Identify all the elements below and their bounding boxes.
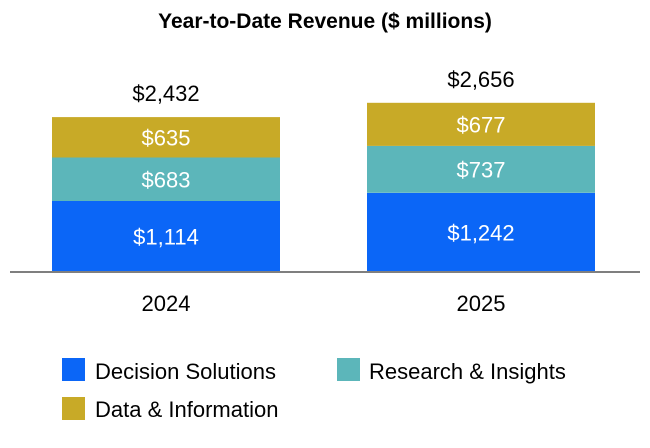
data-label-data-information-2024: $635 xyxy=(142,125,191,150)
total-label-2025: $2,656 xyxy=(447,67,514,92)
data-label-decision-solutions-2024: $1,114 xyxy=(133,225,199,250)
bars-layer: $1,114 $683 $635 $1,242 $737 $677 xyxy=(52,102,595,272)
legend-item-research-insights: Research & Insights xyxy=(337,358,566,384)
x-tick-label-2025: 2025 xyxy=(457,291,506,316)
data-label-data-information-2025: $677 xyxy=(457,112,506,137)
data-label-research-insights-2025: $737 xyxy=(457,157,506,182)
legend-item-data-information: Data & Information xyxy=(62,397,278,422)
legend-label-decision-solutions: Decision Solutions xyxy=(95,359,276,384)
legend-swatch-research-insights xyxy=(337,358,360,381)
bar-segment-data-information-2024 xyxy=(52,117,280,158)
legend-swatch-decision-solutions xyxy=(62,358,85,381)
chart-title: Year-to-Date Revenue ($ millions) xyxy=(158,10,492,33)
total-label-2024: $2,432 xyxy=(132,81,199,106)
x-tick-label-2024: 2024 xyxy=(142,291,191,316)
legend-label-research-insights: Research & Insights xyxy=(369,359,566,384)
bar-segment-research-insights-2024 xyxy=(52,157,280,201)
legend-label-data-information: Data & Information xyxy=(95,397,278,422)
legend-item-decision-solutions: Decision Solutions xyxy=(62,358,276,384)
legend-swatch-data-information xyxy=(62,397,85,420)
bar-segment-research-insights-2025 xyxy=(367,145,595,193)
bar-segment-decision-solutions-2024 xyxy=(52,201,280,272)
bar-segment-decision-solutions-2025 xyxy=(367,192,595,272)
bar-segment-data-information-2025 xyxy=(367,102,595,146)
data-label-decision-solutions-2025: $1,242 xyxy=(447,220,514,245)
chart-legend: Decision Solutions Research & Insights D… xyxy=(62,358,566,422)
data-label-research-insights-2024: $683 xyxy=(142,167,191,192)
